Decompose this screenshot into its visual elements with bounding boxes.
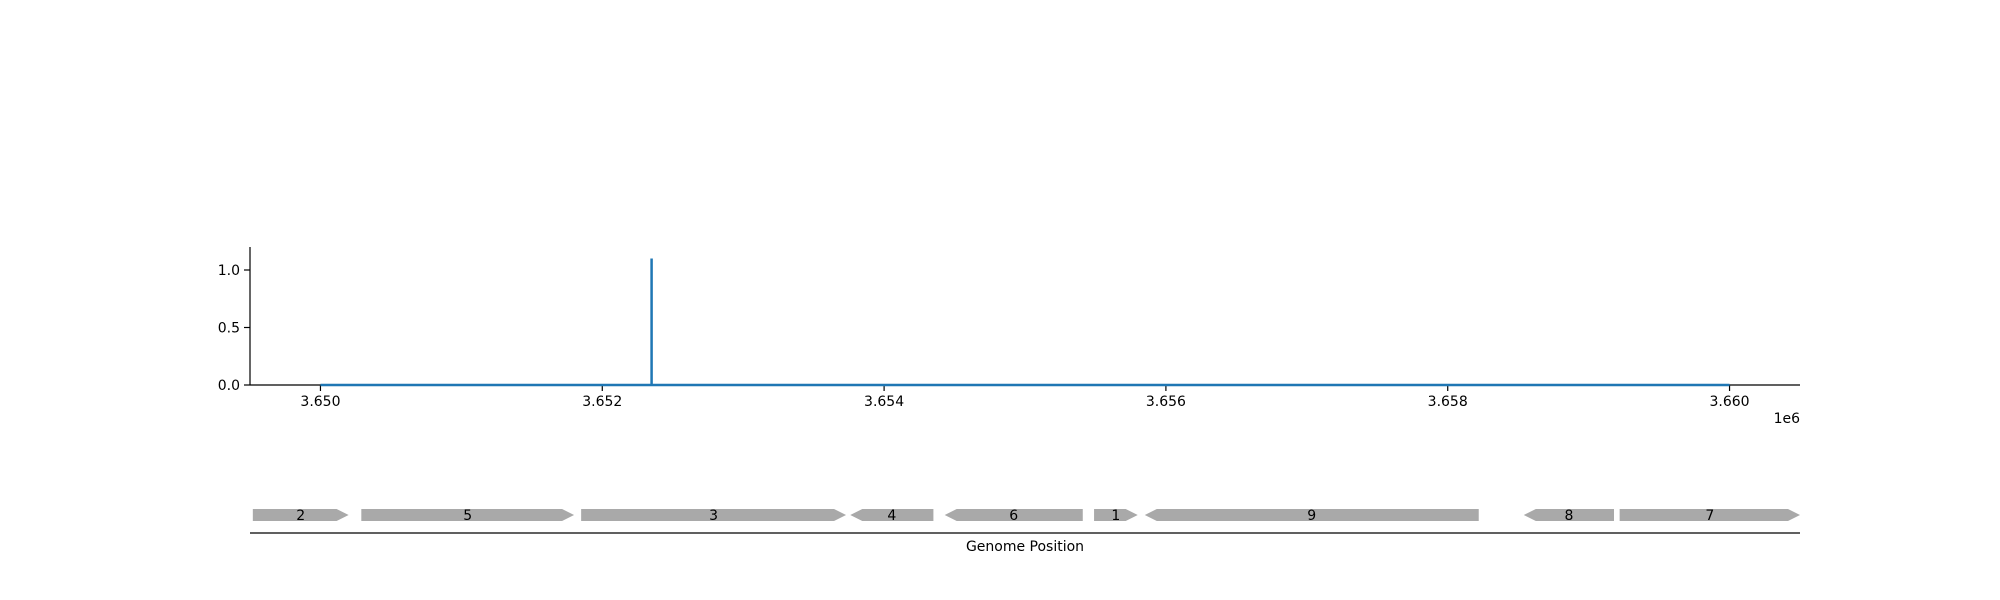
gene-label-2: 2 — [296, 508, 305, 524]
x-tick-label: 3.658 — [1428, 394, 1468, 410]
gene-arrow-8 — [1523, 509, 1614, 521]
coverage-plot: 0.0 0.5 1.0 3.650 3.652 3.654 3.656 3.658 3.660… — [218, 247, 1800, 427]
gene-label-9: 9 — [1307, 508, 1316, 524]
x-tick-label: 3.652 — [582, 394, 622, 410]
y-tick-label: 0.5 — [218, 321, 240, 337]
y-tick-label: 1.0 — [218, 263, 240, 279]
y-ticks: 0.0 0.5 1.0 — [218, 263, 250, 394]
gene-arrow-2 — [252, 509, 349, 521]
x-tick-label: 3.654 — [864, 394, 904, 410]
genes: 2 5 3 4 6 1 9 8 7 — [252, 508, 1800, 524]
x-offset-label: 1e6 — [1774, 411, 1801, 427]
gene-arrow-9 — [1144, 509, 1479, 521]
x-ticks: 3.650 3.652 3.654 3.656 3.658 3.660 — [300, 385, 1750, 410]
x-tick-label: 3.656 — [1146, 394, 1186, 410]
gene-arrow-1 — [1094, 509, 1138, 521]
gene-track: 2 5 3 4 6 1 9 8 7 Genome Position — [250, 508, 1800, 555]
gene-label-1: 1 — [1111, 508, 1120, 524]
gene-label-5: 5 — [463, 508, 472, 524]
gene-label-8: 8 — [1564, 508, 1573, 524]
x-tick-label: 3.650 — [300, 394, 340, 410]
gene-arrow-3 — [581, 509, 847, 521]
gene-track-xlabel: Genome Position — [966, 539, 1084, 555]
gene-label-4: 4 — [887, 508, 896, 524]
gene-label-7: 7 — [1705, 508, 1714, 524]
gene-arrow-6 — [944, 509, 1083, 521]
x-tick-label: 3.660 — [1709, 394, 1749, 410]
gene-label-6: 6 — [1009, 508, 1018, 524]
gene-arrow-7 — [1619, 509, 1800, 521]
y-tick-label: 0.0 — [218, 378, 240, 394]
gene-arrow-4 — [850, 509, 934, 521]
gene-arrow-5 — [361, 509, 575, 521]
gene-label-3: 3 — [709, 508, 718, 524]
coverage-series-line — [320, 258, 1730, 387]
